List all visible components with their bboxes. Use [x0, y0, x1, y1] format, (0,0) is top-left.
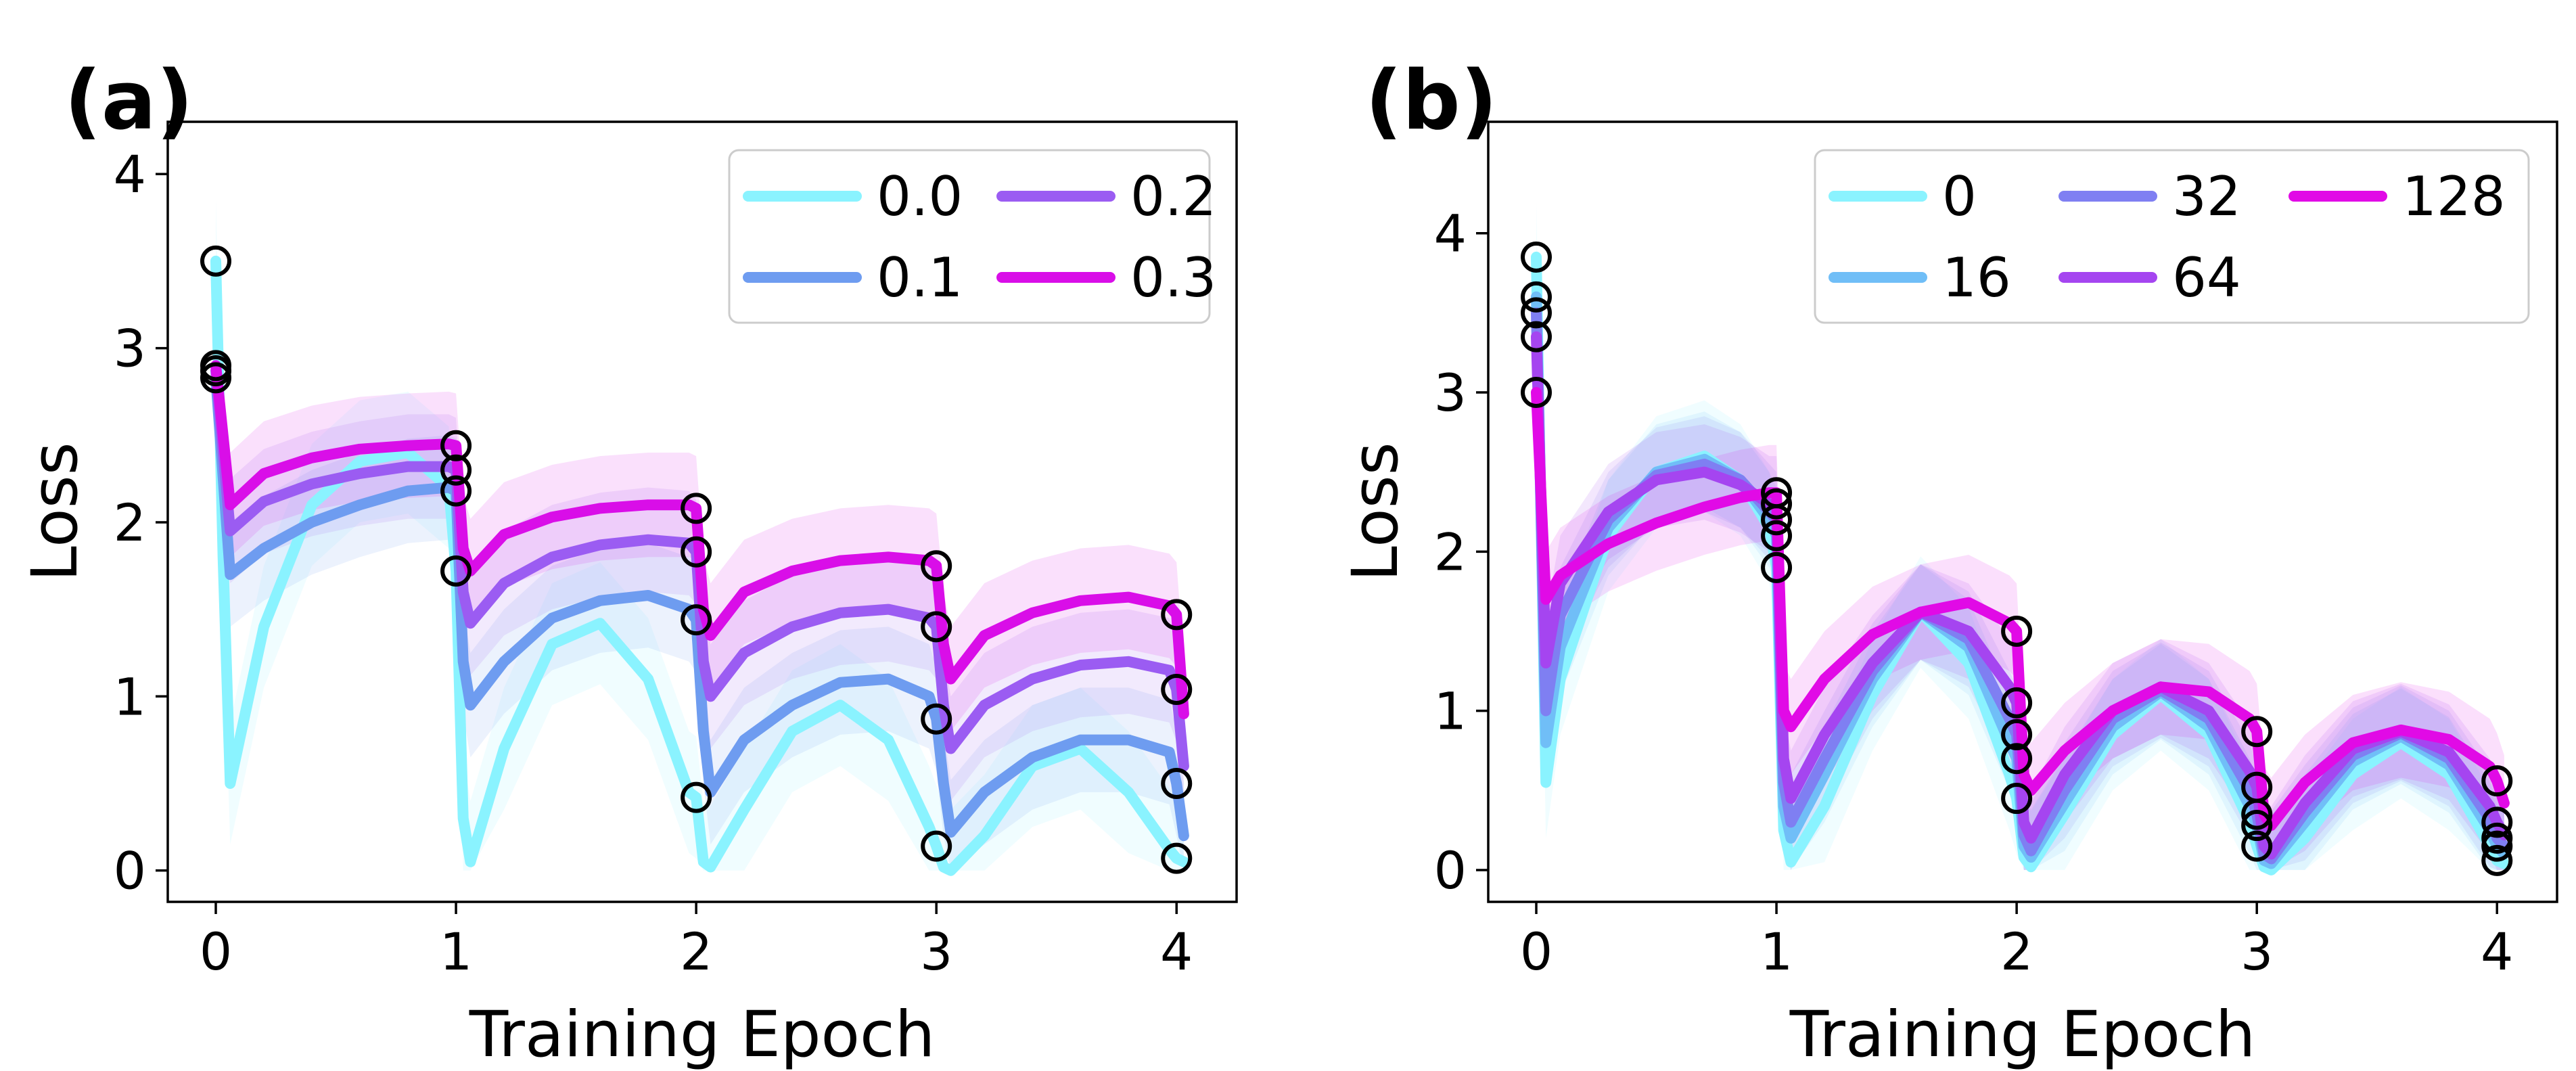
- marker-16-epoch-0: [1521, 281, 1552, 313]
- marker-16-epoch-1: [1761, 520, 1793, 551]
- series-line-0.2: [210, 365, 1189, 772]
- series-band-0.0: [216, 200, 1184, 871]
- legend-label-16: 16: [1942, 246, 2011, 309]
- marker-128-epoch-3: [2241, 716, 2273, 748]
- axes-frame: [1487, 120, 2558, 903]
- marker-0.0-epoch-1: [440, 555, 472, 587]
- marker-0.3-epoch-3: [921, 550, 952, 582]
- y-tick-label: 2: [1434, 522, 1467, 582]
- marker-0.1-epoch-2: [681, 604, 712, 636]
- y-axis-label: Loss: [18, 442, 92, 581]
- marker-16-epoch-4: [2481, 830, 2513, 862]
- marker-0.3-epoch-2: [681, 493, 712, 524]
- marker-128-epoch-4: [2481, 765, 2513, 797]
- marker-0.3-epoch-0: [200, 350, 232, 382]
- legend-label-0: 0: [1942, 165, 1977, 228]
- legend-label-0.3: 0.3: [1130, 246, 1216, 309]
- marker-64-epoch-4: [2481, 806, 2513, 838]
- x-tick-label: 4: [1160, 921, 1193, 982]
- legend-label-0.2: 0.2: [1130, 165, 1216, 228]
- x-tick-label: 0: [200, 921, 232, 982]
- marker-128-epoch-0: [1521, 377, 1552, 409]
- legend: 0.0 0.1 0.2 0.3: [728, 149, 1216, 324]
- x-tick-label: 3: [2240, 921, 2273, 982]
- marker-0.1-epoch-4: [1161, 767, 1193, 799]
- y-axis-label: Loss: [1339, 442, 1412, 581]
- x-tick-label: 2: [2000, 921, 2033, 982]
- marker-128-epoch-2: [2001, 615, 2033, 647]
- x-tick-label: 4: [2481, 921, 2513, 982]
- marker-0-epoch-2: [2001, 783, 2033, 815]
- marker-0.2-epoch-3: [921, 611, 952, 643]
- marker-0.3-epoch-4: [1161, 599, 1193, 631]
- legend-label-0.1: 0.1: [877, 246, 963, 309]
- y-tick-label: 1: [114, 666, 146, 727]
- y-tick-label: 4: [1434, 204, 1467, 264]
- x-axis-label: Training Epoch: [1789, 998, 2256, 1071]
- x-tick-label: 1: [1760, 921, 1793, 982]
- panel-label: (a): [64, 54, 193, 148]
- y-tick-label: 4: [114, 144, 146, 204]
- panel-b: 0 1 2 3 4 0 1 2 3 4 Training Epoch Loss (b) 0 16 32 64 12…: [1339, 54, 2558, 1071]
- marker-32-epoch-0: [1521, 297, 1552, 329]
- marker-32-epoch-2: [2001, 719, 2033, 750]
- legend: 0 16 32 64 128: [1814, 149, 2530, 324]
- marker-0.2-epoch-4: [1161, 674, 1193, 706]
- marker-0-epoch-1: [1761, 551, 1793, 583]
- panel-label: (b): [1365, 54, 1498, 148]
- y-tick-label: 0: [114, 841, 146, 901]
- marker-0.2-epoch-2: [681, 536, 712, 568]
- marker-64-epoch-3: [2241, 771, 2273, 803]
- marker-0.0-epoch-3: [921, 830, 952, 862]
- x-tick-label: 1: [440, 921, 472, 982]
- marker-64-epoch-0: [1521, 321, 1552, 352]
- marker-0-epoch-4: [2481, 844, 2513, 876]
- x-tick-label: 2: [680, 921, 712, 982]
- marker-0.1-epoch-1: [440, 475, 472, 507]
- marker-0.2-epoch-1: [440, 454, 472, 486]
- marker-0.1-epoch-3: [921, 703, 952, 735]
- series-line-0.0: [210, 255, 1189, 876]
- marker-32-epoch-4: [2481, 822, 2513, 854]
- marker-0.0-epoch-4: [1161, 842, 1193, 874]
- marker-0-epoch-0: [1521, 242, 1552, 273]
- marker-64-epoch-1: [1761, 488, 1793, 520]
- y-tick-label: 3: [114, 319, 146, 379]
- y-tick-label: 1: [1434, 681, 1467, 742]
- x-axis-label: Training Epoch: [469, 998, 936, 1071]
- marker-0-epoch-3: [2241, 830, 2273, 862]
- marker-0.0-epoch-0: [200, 245, 232, 277]
- x-tick-label: 0: [1520, 921, 1552, 982]
- x-tick-label: 3: [920, 921, 952, 982]
- legend-label-64: 64: [2172, 246, 2241, 309]
- y-tick-label: 3: [1434, 363, 1467, 423]
- marker-128-epoch-1: [1761, 477, 1793, 509]
- legend-label-0.0: 0.0: [877, 165, 963, 228]
- legend-label-128: 128: [2402, 165, 2506, 228]
- marker-16-epoch-2: [2001, 743, 2033, 775]
- marker-0.0-epoch-2: [681, 781, 712, 813]
- y-tick-label: 0: [1434, 840, 1467, 901]
- marker-16-epoch-3: [2241, 810, 2273, 842]
- series-line-0.1: [210, 372, 1189, 842]
- marker-0.3-epoch-1: [440, 430, 472, 461]
- panel-a: 0 1 2 3 4 0 1 2 3 4 Training Epoch Loss (a) 0.0 0.1 0.2…: [18, 54, 1238, 1071]
- legend-label-32: 32: [2172, 165, 2241, 228]
- marker-64-epoch-2: [2001, 687, 2033, 719]
- y-tick-label: 2: [114, 493, 146, 553]
- series-line-128: [1531, 387, 2510, 831]
- axes-frame: [166, 120, 1238, 903]
